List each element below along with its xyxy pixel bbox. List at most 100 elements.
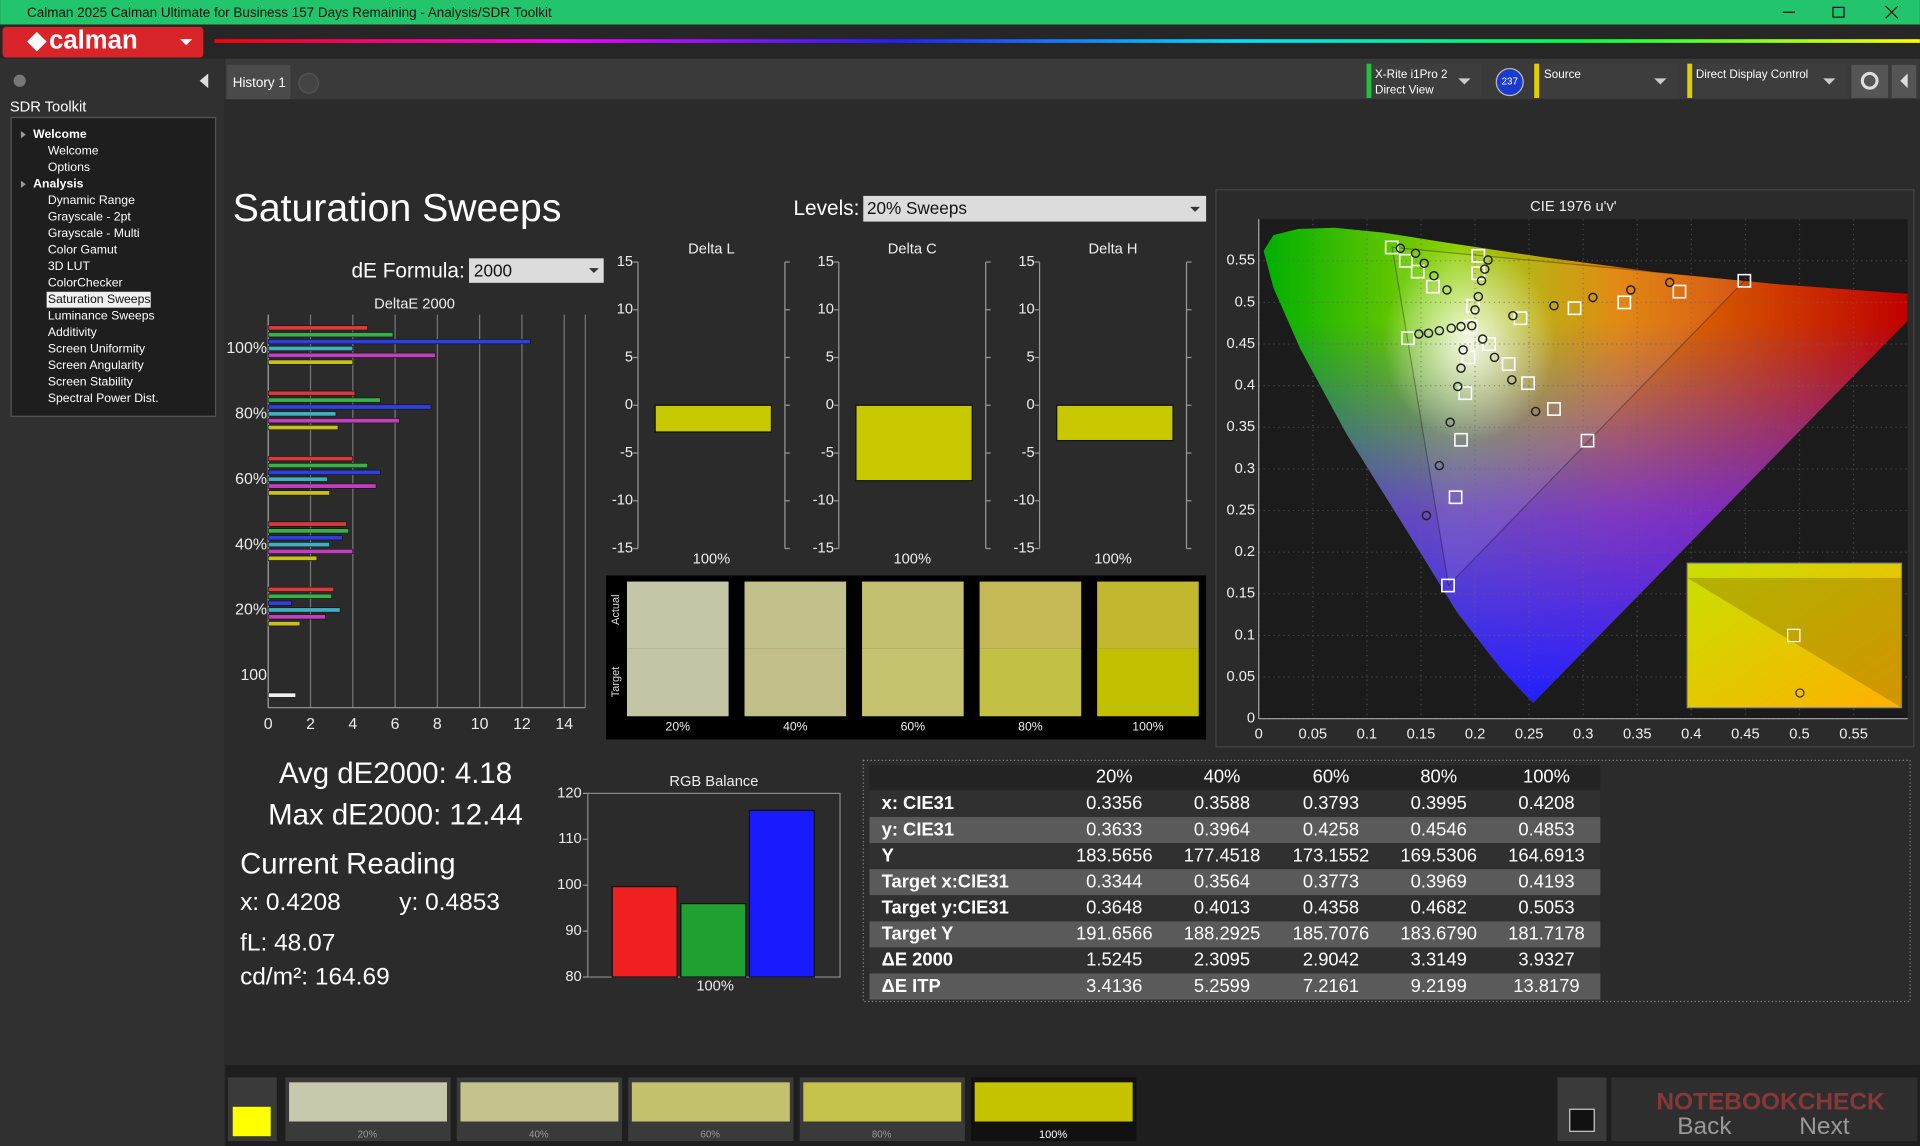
table-cell: 0.5053 [1518, 897, 1574, 918]
category-label: 100% [696, 979, 734, 995]
table-cell: 0.3344 [1086, 870, 1142, 891]
chart-title: Delta C [888, 242, 937, 258]
tree-box [10, 116, 217, 417]
bar [267, 404, 432, 410]
tree-item[interactable]: Color Gamut [48, 243, 118, 257]
bar [267, 339, 531, 345]
dropdown-arrow [1654, 78, 1667, 85]
zoom-inset [1686, 562, 1903, 709]
measured-point [1429, 270, 1439, 281]
x-tick-label: 6 [391, 716, 400, 733]
next-button[interactable]: Next [1799, 1113, 1850, 1140]
tree-item[interactable]: Spectral Power Dist. [48, 391, 159, 405]
table-cell: 169.5306 [1400, 844, 1477, 865]
table-row [869, 895, 1601, 922]
swatch-label: 40% [783, 720, 808, 734]
x-tick-label: 4 [348, 716, 357, 733]
tree-item[interactable]: 3D LUT [48, 259, 91, 273]
measured-point [1395, 243, 1406, 254]
add-tab[interactable] [298, 72, 320, 94]
tree-item[interactable]: Screen Stability [48, 374, 134, 388]
gear-icon [1860, 71, 1879, 90]
category-label: 40% [235, 536, 267, 553]
tree-item[interactable]: Luminance Sweeps [48, 308, 155, 322]
tree-item[interactable]: Additivity [48, 325, 98, 339]
measured-point [1508, 310, 1518, 321]
measured-point [1588, 292, 1598, 303]
settings-button[interactable] [1851, 64, 1889, 98]
back-button[interactable]: Back [1677, 1113, 1732, 1140]
target-point [1410, 264, 1425, 279]
y-tick-label: 0 [1247, 711, 1255, 727]
chart-title: Delta H [1089, 242, 1138, 258]
y-tick-label: 0.4 [1235, 378, 1255, 394]
tree-item[interactable]: Dynamic Range [48, 193, 135, 207]
target-point [1471, 248, 1486, 263]
bar [1056, 404, 1174, 442]
measured-point [1445, 417, 1455, 428]
measured-point [1470, 305, 1480, 315]
footer-swatch [803, 1082, 962, 1122]
source-status [1534, 63, 1540, 98]
x-tick-label: 10 [471, 716, 489, 733]
source-button[interactable] [1534, 63, 1678, 98]
table-cell: 0.3648 [1086, 897, 1142, 918]
formula-dropdown[interactable] [469, 258, 604, 283]
table-cell: 0.4682 [1411, 897, 1467, 918]
measured-point [1489, 352, 1500, 363]
tree-item[interactable]: Screen Angularity [48, 358, 145, 372]
target-point [1454, 432, 1468, 447]
row-label: y: CIE31 [882, 818, 954, 839]
white-glow [1383, 244, 1556, 441]
tree-item[interactable]: Screen Uniformity [48, 341, 146, 355]
bar [267, 535, 343, 541]
table-row [869, 817, 1601, 844]
logo-mark [27, 31, 47, 52]
target-point [1482, 337, 1497, 351]
column-header: 80% [1420, 765, 1457, 786]
display-button[interactable] [1687, 63, 1847, 98]
tree-item[interactable]: Grayscale - 2pt [48, 210, 132, 224]
x-tick-label: 0.35 [1623, 726, 1652, 742]
target-point [1521, 376, 1535, 391]
target-swatch [979, 648, 1082, 717]
tree-item[interactable]: Options [48, 160, 90, 174]
levels-dropdown[interactable] [863, 195, 1207, 222]
bar [855, 404, 973, 482]
category-label: 20% [235, 602, 267, 619]
table-row [869, 843, 1601, 870]
tree-toggle [20, 131, 26, 139]
bar [267, 345, 354, 351]
logo[interactable] [2, 26, 204, 58]
x-tick-label: 0 [1255, 726, 1263, 742]
target-point [1398, 253, 1413, 268]
bar [267, 621, 301, 627]
table-cell: 3.4136 [1086, 975, 1142, 996]
target-point [1501, 357, 1516, 371]
bar [267, 528, 349, 534]
tree-item[interactable]: Saturation Sweeps [48, 292, 151, 306]
y-tick-label: 0 [1027, 397, 1035, 413]
table-cell: 0.3969 [1411, 870, 1467, 891]
table-cell: 0.3564 [1194, 870, 1250, 891]
bar [267, 325, 368, 331]
tree-item[interactable]: Welcome [48, 144, 99, 158]
bar [267, 476, 328, 482]
page-title: Saturation Sweeps [233, 187, 562, 230]
measured-point [1476, 275, 1487, 286]
y-tick-label: -10 [1013, 493, 1034, 509]
bar [267, 555, 318, 561]
tree-item[interactable]: Grayscale - Multi [48, 226, 140, 240]
footer-swatch-label: 80% [872, 1130, 892, 1141]
x-tick-label: 0.15 [1407, 726, 1436, 742]
sidebar-collapse[interactable] [199, 73, 209, 89]
tree-item[interactable]: ColorChecker [48, 275, 123, 289]
y-tick-label: 15 [818, 254, 834, 270]
table-cell: 191.6566 [1076, 923, 1153, 944]
y-tick-label: 15 [617, 254, 633, 270]
chart-title: RGB Balance [669, 774, 758, 790]
y-tick-label: 0.2 [1235, 544, 1255, 560]
tab[interactable] [226, 64, 291, 100]
table-cell: 0.3356 [1086, 792, 1142, 813]
